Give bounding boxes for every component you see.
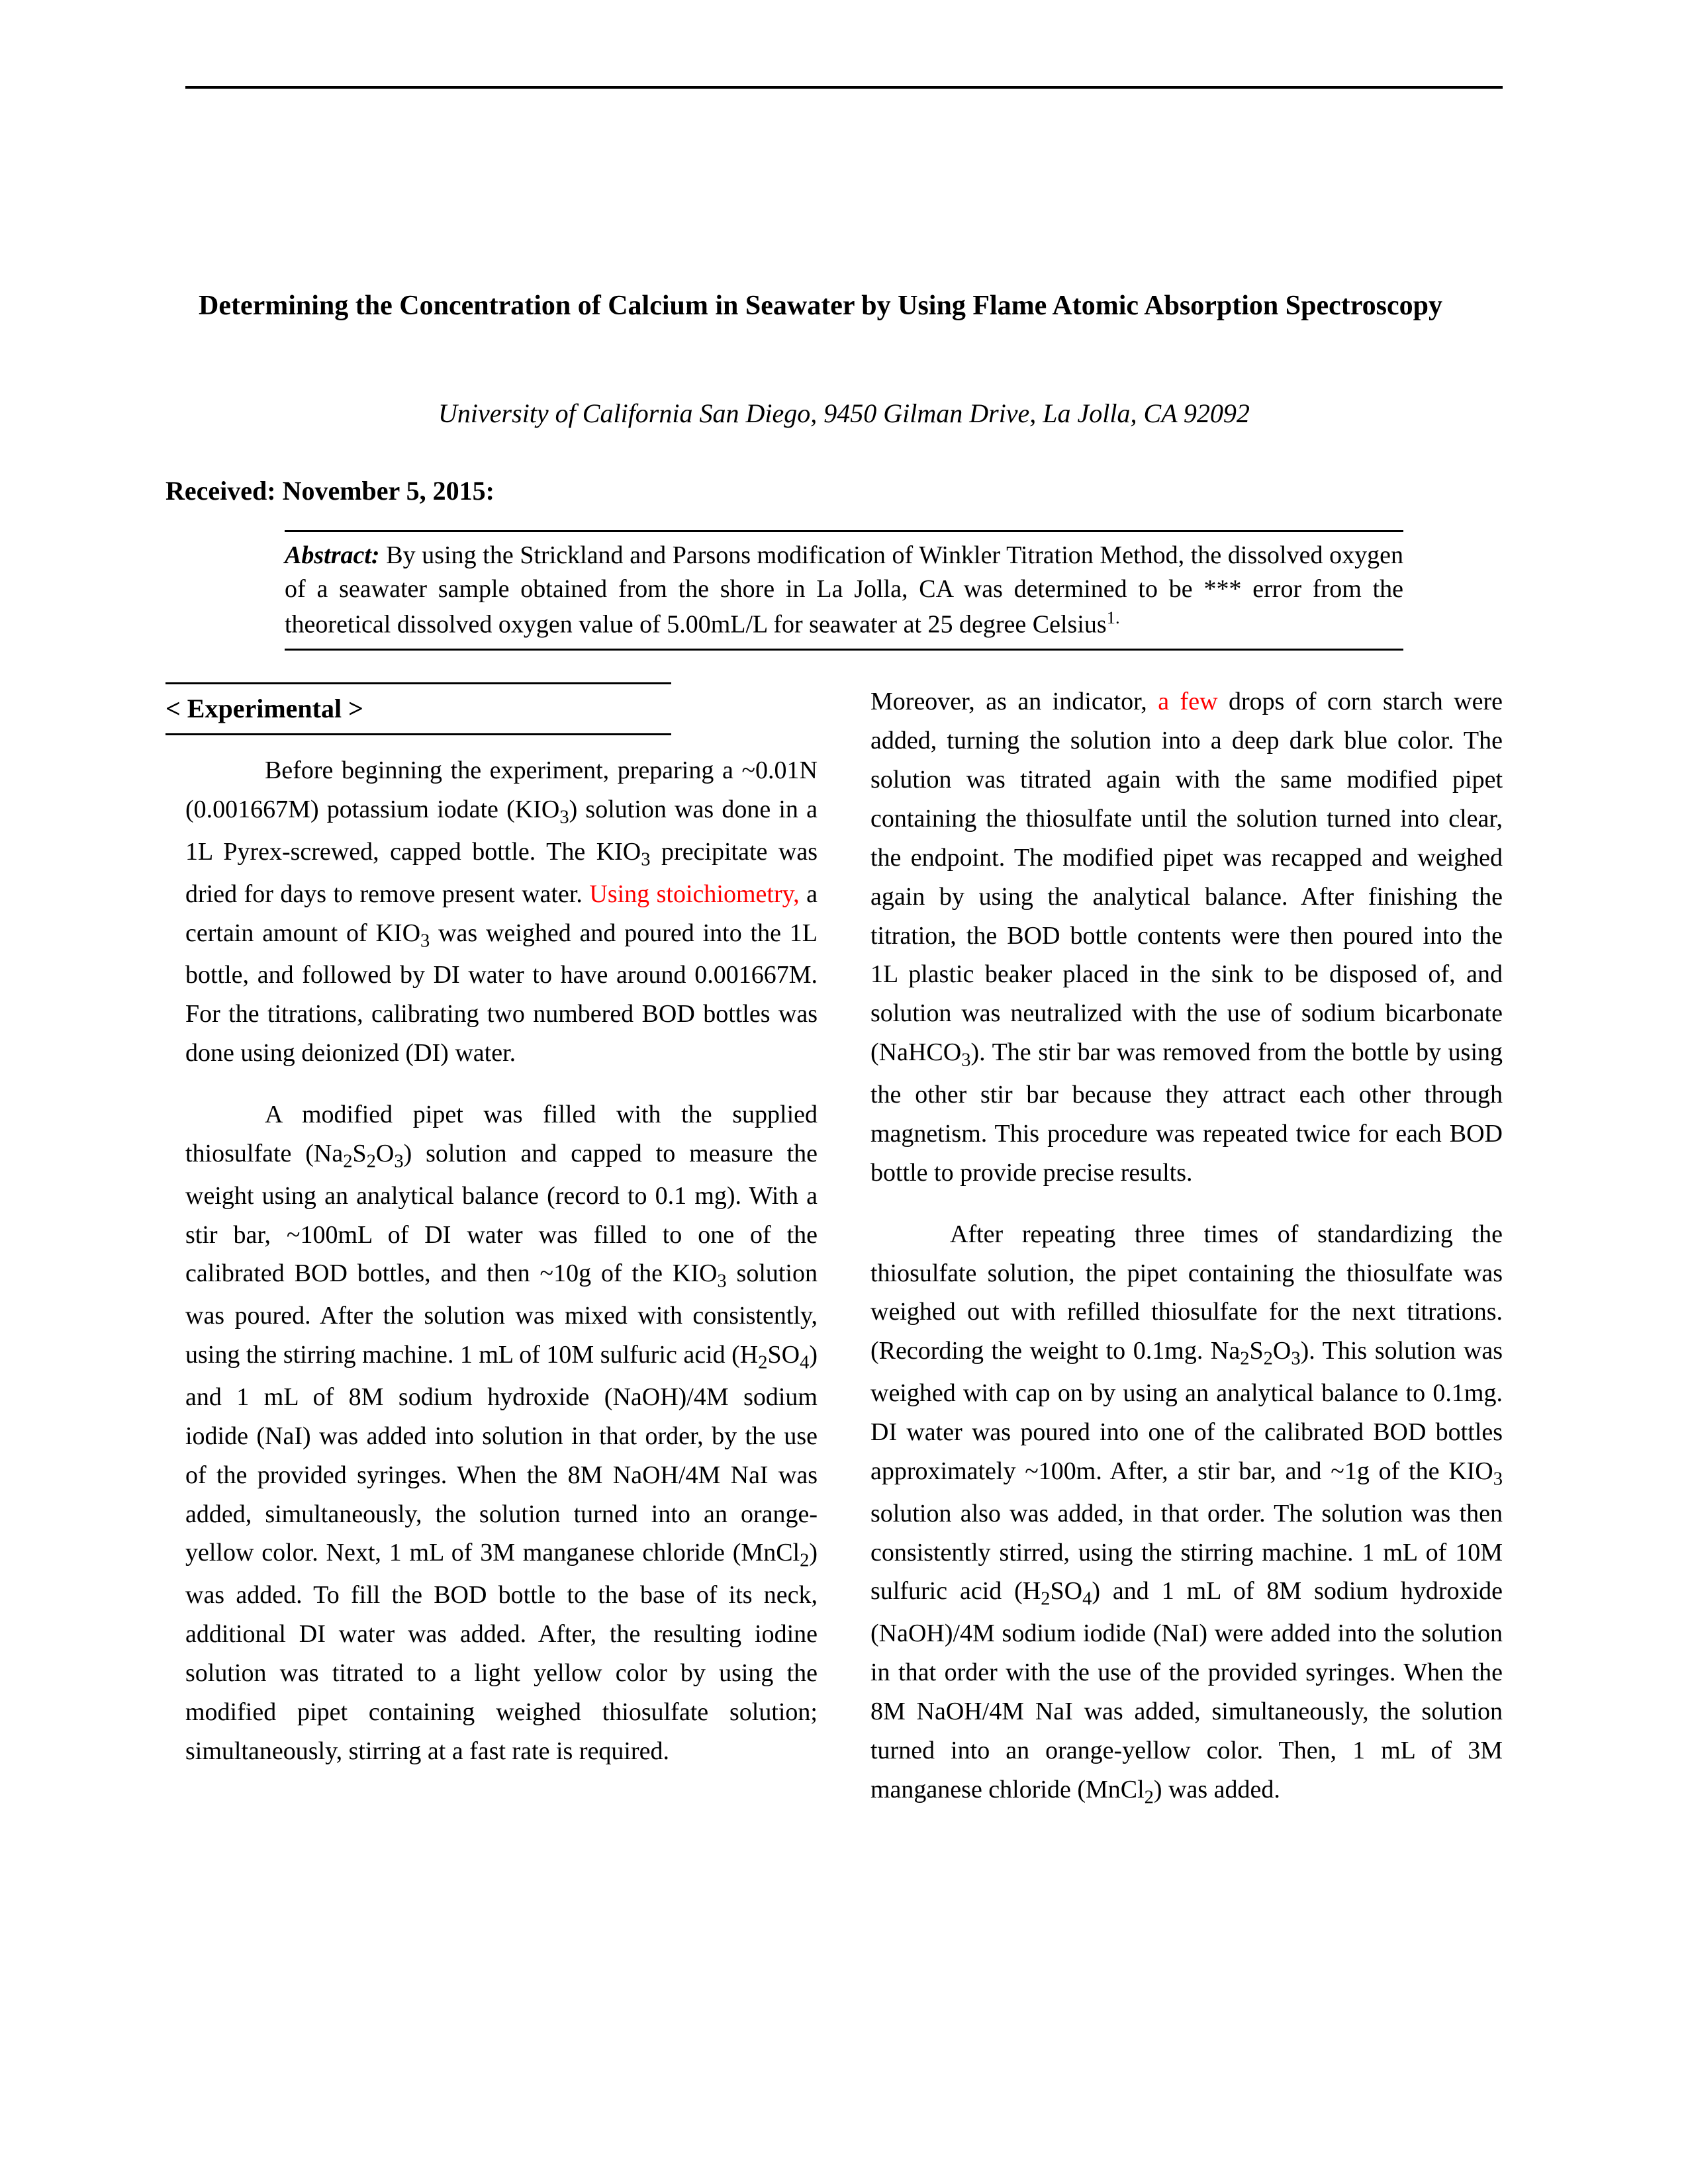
subscript: 3 bbox=[961, 1050, 970, 1071]
abstract-text: Abstract: By using the Strickland and Pa… bbox=[285, 539, 1403, 643]
text: Moreover, as an indicator, bbox=[870, 688, 1158, 715]
abstract-rule-top bbox=[285, 530, 1403, 532]
section-heading: < Experimental > bbox=[165, 682, 671, 735]
paragraph: Moreover, as an indicator, a few drops o… bbox=[870, 682, 1503, 1192]
subscript: 3 bbox=[717, 1271, 726, 1292]
abstract-rule-bot bbox=[285, 649, 1403, 651]
text: ) was added. bbox=[1154, 1776, 1280, 1803]
text: S bbox=[353, 1140, 367, 1167]
column-left: < Experimental > Before beginning the ex… bbox=[185, 682, 818, 1835]
subscript: 3 bbox=[1291, 1349, 1300, 1369]
subscript: 2 bbox=[1240, 1349, 1249, 1369]
subscript: 4 bbox=[1082, 1589, 1092, 1610]
text: ) and 1 mL of 8M sodium hydroxide (NaOH)… bbox=[870, 1577, 1503, 1803]
text: O bbox=[1273, 1337, 1291, 1365]
highlight-text: a few bbox=[1158, 688, 1217, 715]
subscript: 2 bbox=[1264, 1349, 1273, 1369]
highlight-text: Using stoichiometry, bbox=[589, 880, 799, 908]
text: S bbox=[1250, 1337, 1264, 1365]
text: ) was added. To fill the BOD bottle to t… bbox=[185, 1539, 818, 1764]
subscript: 4 bbox=[800, 1353, 809, 1373]
subscript: 2 bbox=[343, 1151, 352, 1171]
text: SO bbox=[1051, 1577, 1083, 1605]
subscript: 2 bbox=[758, 1353, 767, 1373]
subscript: 3 bbox=[559, 807, 569, 828]
column-right: Moreover, as an indicator, a few drops o… bbox=[870, 682, 1503, 1835]
body-columns: < Experimental > Before beginning the ex… bbox=[185, 682, 1503, 1835]
text: drops of corn starch were added, turning… bbox=[870, 688, 1503, 1066]
paragraph: Before beginning the experiment, prepari… bbox=[185, 751, 818, 1073]
abstract-body: By using the Strickland and Parsons modi… bbox=[285, 541, 1403, 639]
text: ) and 1 mL of 8M sodium hydroxide (NaOH)… bbox=[185, 1341, 818, 1567]
section-heading-wrap: < Experimental > bbox=[165, 682, 671, 735]
text: SO bbox=[768, 1341, 800, 1369]
subscript: 2 bbox=[1145, 1787, 1154, 1807]
paragraph: After repeating three times of standardi… bbox=[870, 1215, 1503, 1813]
subscript: 2 bbox=[800, 1551, 809, 1571]
subscript: 3 bbox=[394, 1151, 403, 1171]
paper-title: Determining the Concentration of Calcium… bbox=[185, 287, 1503, 325]
top-rule bbox=[185, 86, 1503, 89]
abstract-block: Abstract: By using the Strickland and Pa… bbox=[285, 530, 1403, 651]
abstract-sup: 1. bbox=[1107, 608, 1120, 627]
received-line: Received: November 5, 2015: bbox=[165, 475, 1503, 506]
abstract-label: Abstract: bbox=[285, 541, 380, 569]
affiliation: University of California San Diego, 9450… bbox=[185, 398, 1503, 429]
subscript: 2 bbox=[1041, 1589, 1050, 1610]
paragraph: A modified pipet was filled with the sup… bbox=[185, 1095, 818, 1771]
text: O bbox=[376, 1140, 394, 1167]
subscript: 3 bbox=[1493, 1469, 1503, 1490]
subscript: 3 bbox=[420, 931, 430, 951]
subscript: 2 bbox=[367, 1151, 376, 1171]
subscript: 3 bbox=[641, 849, 650, 870]
page-container: Determining the Concentration of Calcium… bbox=[0, 0, 1688, 1901]
